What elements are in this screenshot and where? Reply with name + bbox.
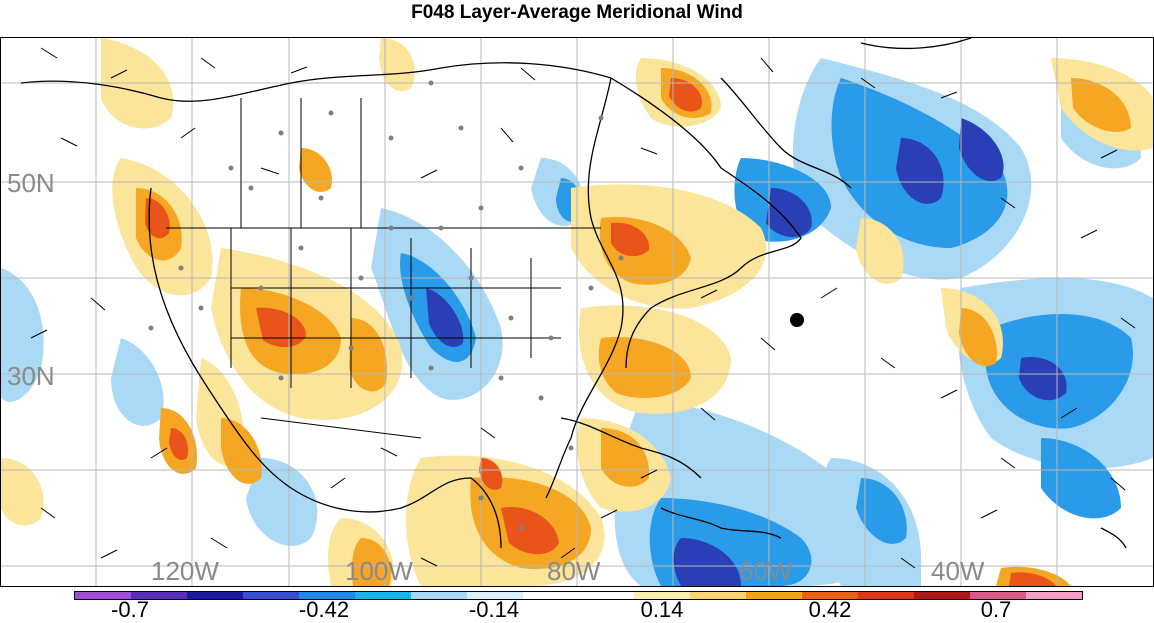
colorbar-segment bbox=[242, 592, 299, 599]
marker-dot bbox=[790, 313, 804, 327]
map-panel: 50N 30N 120W 100W 80W 60W 40W bbox=[0, 37, 1154, 587]
colorbar-segment bbox=[634, 592, 691, 599]
lon-label-100w: 100W bbox=[345, 556, 413, 586]
map-title: F048 Layer-Average Meridional Wind bbox=[411, 2, 743, 23]
colorbar-segment bbox=[354, 592, 411, 599]
colorbar bbox=[74, 591, 1083, 600]
colorbar-segment bbox=[522, 592, 579, 599]
colorbar-segment bbox=[914, 592, 970, 599]
colorbar-segment bbox=[130, 592, 187, 599]
colorbar-label-0-42: 0.42 bbox=[808, 597, 852, 622]
colorbar-segment bbox=[746, 592, 803, 599]
colorbar-segment bbox=[75, 592, 131, 599]
wind-barbs bbox=[30, 47, 1136, 569]
colorbar-segment bbox=[970, 592, 1026, 599]
colorbar-segment bbox=[578, 592, 635, 599]
lat-label-30n: 30N bbox=[7, 361, 55, 391]
lat-lon-grid bbox=[1, 38, 1153, 586]
state-borders bbox=[166, 98, 601, 439]
colorbar-segment bbox=[802, 592, 859, 599]
colorbar-segment bbox=[186, 592, 243, 599]
colorbar-label-neg-0-7: -0.7 bbox=[111, 597, 149, 622]
lon-label-120w: 120W bbox=[151, 556, 219, 586]
station-dots bbox=[148, 80, 624, 531]
colorbar-segment bbox=[410, 592, 467, 599]
coastlines bbox=[20, 38, 1127, 549]
lon-label-40w: 40W bbox=[931, 556, 985, 586]
colorbar-segment bbox=[466, 592, 523, 599]
colorbar-segment bbox=[690, 592, 747, 599]
colorbar-segment bbox=[858, 592, 915, 599]
colorbar-label-0-14: 0.14 bbox=[640, 597, 684, 622]
lat-label-50n: 50N bbox=[7, 168, 55, 198]
colorbar-label-0-7: 0.7 bbox=[980, 597, 1012, 622]
colorbar-label-neg-0-42: -0.42 bbox=[298, 597, 350, 622]
contour-fills bbox=[1, 38, 1153, 586]
lon-label-60w: 60W bbox=[739, 556, 793, 586]
colorbar-segment bbox=[1025, 592, 1082, 599]
colorbar-segment bbox=[298, 592, 355, 599]
lon-label-80w: 80W bbox=[547, 556, 601, 586]
colorbar-label-neg-0-14: -0.14 bbox=[468, 597, 520, 622]
